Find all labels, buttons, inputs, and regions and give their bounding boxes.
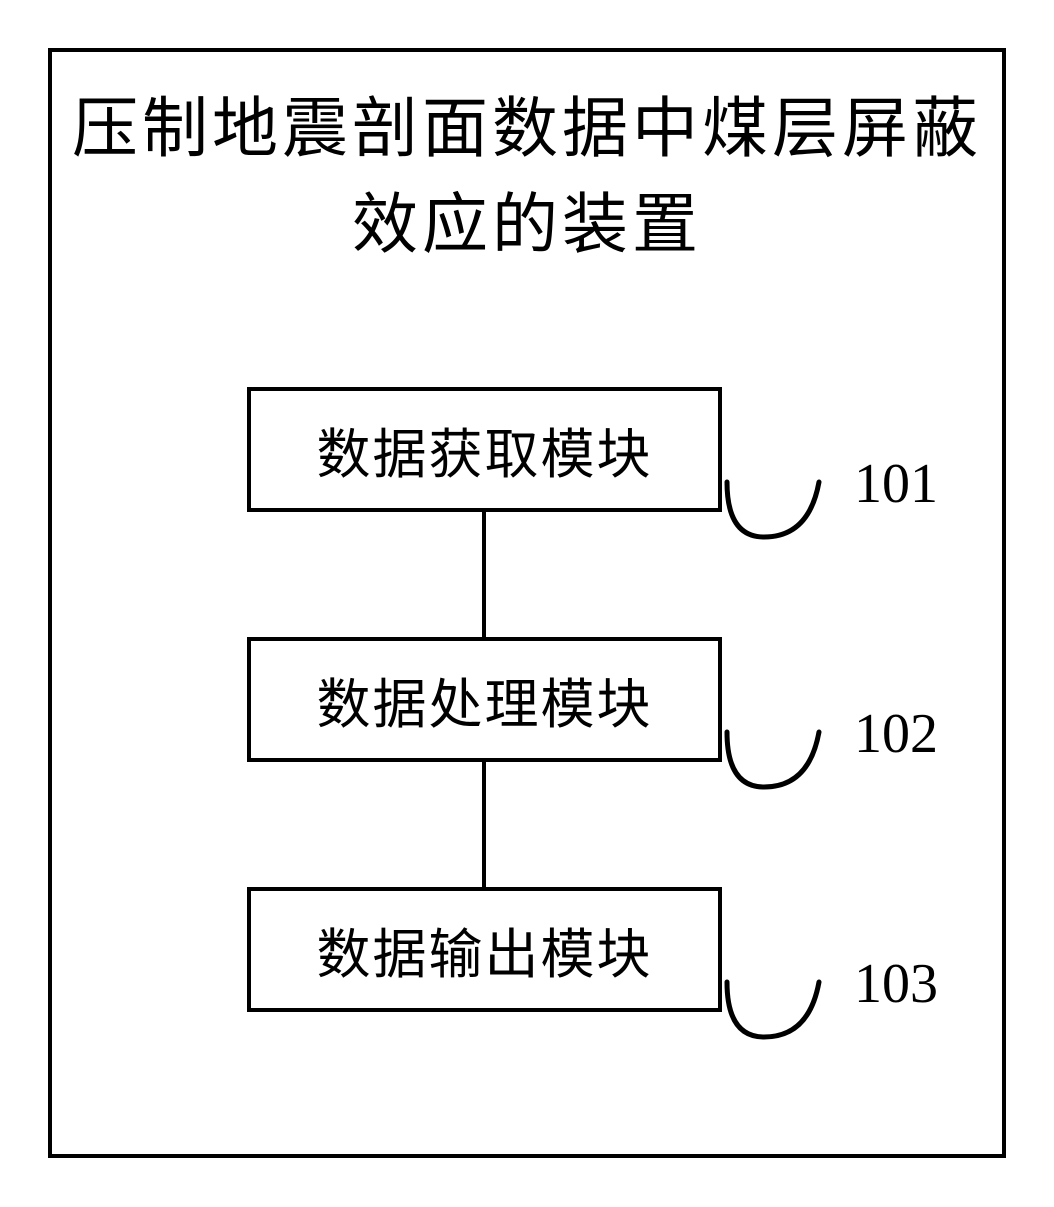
- curly-brace-icon: [724, 702, 834, 797]
- outer-frame: 压制地震剖面数据中煤层屏蔽 效应的装置 数据获取模块 数据处理模块 数据输出模块…: [48, 48, 1006, 1158]
- title-container: 压制地震剖面数据中煤层屏蔽 效应的装置: [52, 82, 1002, 273]
- node-label: 数据处理模块: [317, 660, 653, 739]
- node-data-output: 数据输出模块: [247, 887, 722, 1012]
- node-label: 数据输出模块: [317, 910, 653, 989]
- node-data-acquire: 数据获取模块: [247, 387, 722, 512]
- curly-brace-icon: [724, 952, 834, 1047]
- node-label: 数据获取模块: [317, 410, 653, 489]
- ref-number: 101: [854, 452, 938, 516]
- title-line-1: 压制地震剖面数据中煤层屏蔽: [52, 82, 1002, 178]
- edge-1-2: [482, 512, 486, 637]
- curly-brace-icon: [724, 452, 834, 547]
- ref-number: 103: [854, 952, 938, 1016]
- edge-2-3: [482, 762, 486, 887]
- title-line-2: 效应的装置: [52, 178, 1002, 274]
- ref-number: 102: [854, 702, 938, 766]
- node-data-process: 数据处理模块: [247, 637, 722, 762]
